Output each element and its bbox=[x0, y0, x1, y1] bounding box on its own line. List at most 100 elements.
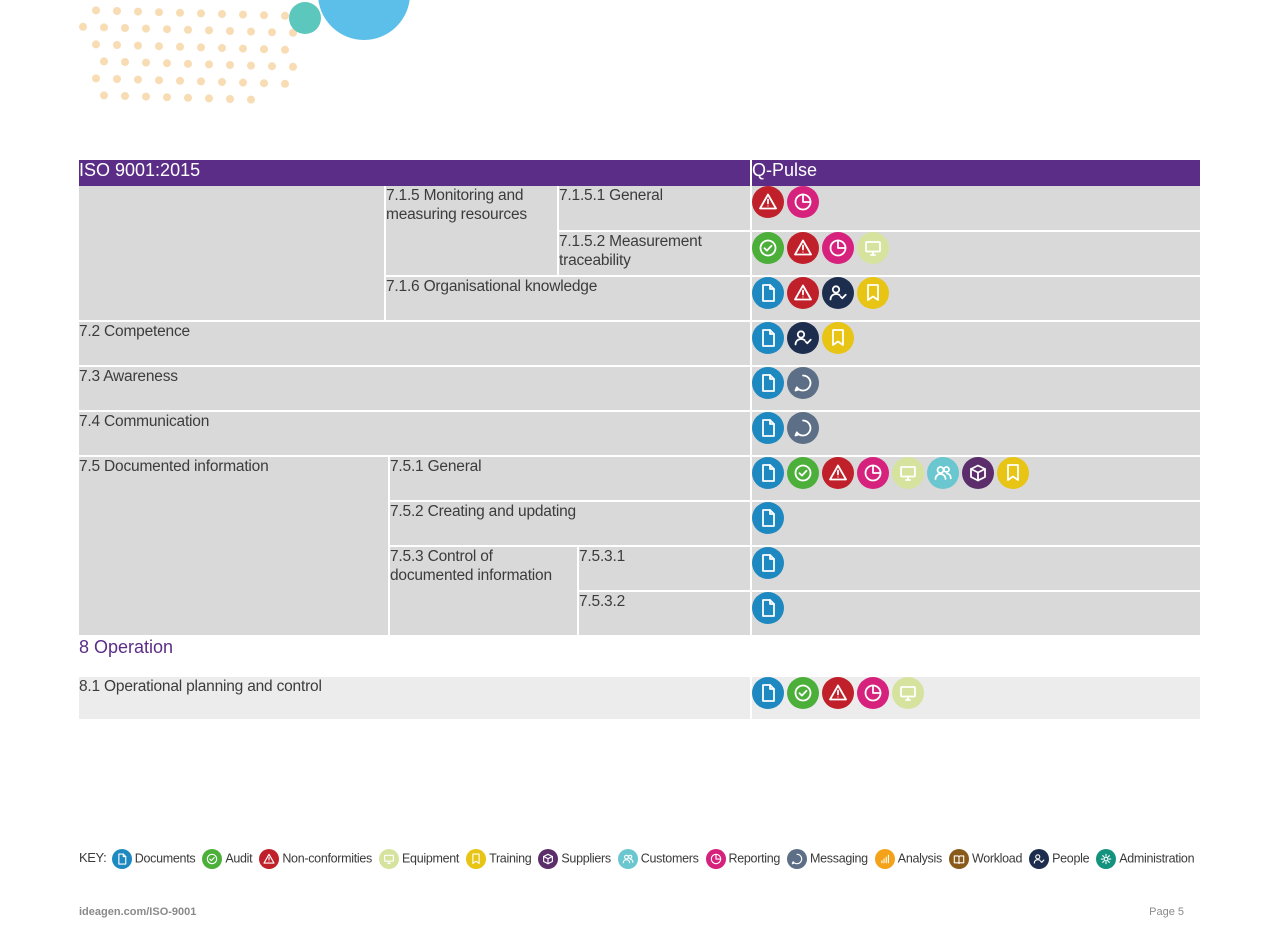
documents-icon bbox=[752, 677, 784, 709]
key-item-reporting: Reporting bbox=[705, 849, 781, 869]
equipment-icon bbox=[857, 232, 889, 264]
audit-icon bbox=[752, 232, 784, 264]
nonconformities-icon bbox=[822, 677, 854, 709]
icons-7-1-5-2 bbox=[751, 231, 1200, 277]
key-item-customers: Customers bbox=[617, 849, 699, 869]
clause-7-1-5-1: 7.1.5.1 General bbox=[558, 186, 752, 232]
messaging-icon bbox=[787, 849, 808, 869]
key-item-messaging: Messaging bbox=[787, 849, 868, 869]
clause-7-5-2: 7.5.2 Creating and updating bbox=[389, 501, 752, 547]
clause-8-1: 8.1 Operational planning and control bbox=[79, 677, 752, 721]
documents-icon bbox=[752, 322, 784, 354]
icons-7-5-2 bbox=[751, 501, 1200, 547]
key-item-label: Customers bbox=[640, 851, 699, 866]
key-item-label: Equipment bbox=[402, 851, 460, 866]
key-item-audit: Audit bbox=[202, 849, 253, 869]
icons-7-5-3-2 bbox=[751, 591, 1200, 637]
nonconformities-icon bbox=[787, 277, 819, 309]
qpulse-header: Q-Pulse bbox=[751, 160, 1200, 186]
key-item-analysis: Analysis bbox=[874, 849, 942, 869]
nonconformities-icon bbox=[822, 457, 854, 489]
customers-icon bbox=[617, 849, 638, 869]
messaging-icon bbox=[787, 412, 819, 444]
training-icon bbox=[466, 849, 487, 869]
footer-url[interactable]: ideagen.com/ISO-9001 bbox=[79, 906, 197, 918]
audit-icon bbox=[787, 677, 819, 709]
clause-7-1-5-2: 7.1.5.2 Measurement traceability bbox=[558, 231, 752, 277]
page-number: Page 5 bbox=[1149, 906, 1184, 918]
icons-7-4 bbox=[751, 411, 1200, 457]
reporting-icon bbox=[787, 186, 819, 218]
clause-7-4: 7.4 Communication bbox=[79, 411, 752, 457]
analysis-icon bbox=[874, 849, 895, 869]
icons-7-1-6 bbox=[751, 276, 1200, 322]
key-item-label: Workload bbox=[971, 851, 1023, 866]
documents-icon bbox=[111, 849, 132, 869]
icons-7-5-1 bbox=[751, 456, 1200, 502]
decorative-dots bbox=[79, 0, 410, 104]
audit-icon bbox=[787, 457, 819, 489]
key-item-label: Training bbox=[489, 851, 532, 866]
key-item-label: People bbox=[1052, 851, 1090, 866]
reporting-icon bbox=[857, 457, 889, 489]
administration-icon bbox=[1096, 849, 1117, 869]
equipment-icon bbox=[892, 457, 924, 489]
key-item-label: Messaging bbox=[810, 851, 868, 866]
key-item-administration: Administration bbox=[1096, 849, 1195, 869]
clause-7-5-3-2: 7.5.3.2 bbox=[578, 591, 752, 637]
reporting-icon bbox=[705, 849, 726, 869]
icons-7-3 bbox=[751, 366, 1200, 412]
key-item-documents: Documents bbox=[111, 849, 196, 869]
equipment-icon bbox=[892, 677, 924, 709]
icons-7-1-5-1 bbox=[751, 186, 1200, 232]
empty-clause-cell bbox=[79, 186, 386, 322]
section-8-heading: 8 Operation bbox=[79, 636, 1200, 677]
iso-mapping-table: ISO 9001:2015 Q-Pulse 7.1.5 Monitoring a… bbox=[79, 160, 1200, 721]
key-item-nonconformities: Non-conformities bbox=[259, 849, 372, 869]
key-item-label: Administration bbox=[1119, 851, 1195, 866]
key-item-label: Reporting bbox=[728, 851, 781, 866]
key-label: KEY: bbox=[79, 850, 107, 866]
icons-7-2 bbox=[751, 321, 1200, 367]
clause-7-5-3: 7.5.3 Control of documented information bbox=[389, 546, 579, 637]
training-icon bbox=[857, 277, 889, 309]
key-item-suppliers: Suppliers bbox=[538, 849, 611, 869]
key-item-people: People bbox=[1029, 849, 1090, 869]
documents-icon bbox=[752, 457, 784, 489]
clause-7-1-5: 7.1.5 Monitoring and measuring resources bbox=[385, 186, 559, 277]
nonconformities-icon bbox=[752, 186, 784, 218]
clause-7-5-3-1: 7.5.3.1 bbox=[578, 546, 752, 592]
nonconformities-icon bbox=[787, 232, 819, 264]
icons-8-1 bbox=[751, 677, 1200, 721]
key-item-training: Training bbox=[466, 849, 532, 869]
people-icon bbox=[822, 277, 854, 309]
documents-icon bbox=[752, 547, 784, 579]
key-item-equipment: Equipment bbox=[379, 849, 459, 869]
nonconformities-icon bbox=[259, 849, 280, 869]
clause-7-1-6: 7.1.6 Organisational knowledge bbox=[385, 276, 752, 322]
reporting-icon bbox=[822, 232, 854, 264]
messaging-icon bbox=[787, 367, 819, 399]
key-item-label: Analysis bbox=[897, 851, 942, 866]
key-item-workload: Workload bbox=[948, 849, 1023, 869]
documents-icon bbox=[752, 592, 784, 624]
key-item-label: Suppliers bbox=[561, 851, 611, 866]
key-item-label: Non-conformities bbox=[282, 851, 373, 866]
icon-key: KEY: Documents Audit Non-conformities Equip… bbox=[79, 849, 1201, 869]
documents-icon bbox=[752, 412, 784, 444]
suppliers-icon bbox=[538, 849, 559, 869]
key-item-label: Audit bbox=[225, 851, 253, 866]
training-icon bbox=[997, 457, 1029, 489]
people-icon bbox=[1029, 849, 1050, 869]
key-item-label: Documents bbox=[134, 851, 196, 866]
clause-7-5: 7.5 Documented information bbox=[79, 456, 390, 637]
icons-7-5-3-1 bbox=[751, 546, 1200, 592]
equipment-icon bbox=[379, 849, 400, 869]
suppliers-icon bbox=[962, 457, 994, 489]
documents-icon bbox=[752, 367, 784, 399]
workload-icon bbox=[948, 849, 969, 869]
clause-7-2: 7.2 Competence bbox=[79, 321, 752, 367]
clause-7-3: 7.3 Awareness bbox=[79, 366, 752, 412]
documents-icon bbox=[752, 502, 784, 534]
clause-7-5-1: 7.5.1 General bbox=[389, 456, 752, 502]
